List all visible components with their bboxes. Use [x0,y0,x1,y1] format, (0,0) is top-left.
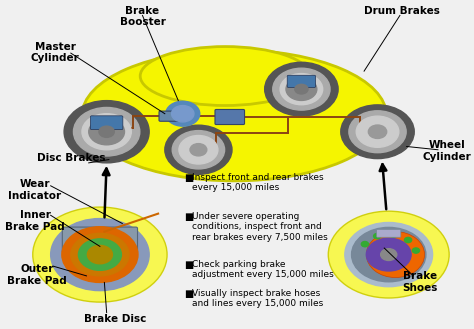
Circle shape [345,222,433,287]
Text: Drum Brakes: Drum Brakes [364,6,440,15]
Ellipse shape [33,207,167,302]
FancyBboxPatch shape [91,116,123,130]
Circle shape [62,227,138,282]
FancyBboxPatch shape [159,111,186,121]
Ellipse shape [366,232,425,278]
Text: Wheel
Cylinder: Wheel Cylinder [422,140,471,162]
Circle shape [286,78,317,100]
Circle shape [341,105,414,159]
Circle shape [273,68,330,110]
Text: Disc Brakes: Disc Brakes [36,153,105,163]
Text: ■: ■ [183,289,193,299]
Circle shape [172,131,225,169]
Circle shape [352,227,426,282]
Text: Master
Cylinder: Master Cylinder [31,42,80,63]
Circle shape [64,101,149,163]
FancyBboxPatch shape [62,227,137,253]
Circle shape [73,108,140,156]
Circle shape [368,125,387,139]
Circle shape [78,239,121,270]
Circle shape [82,114,131,150]
Circle shape [404,238,411,243]
Text: Inspect front and rear brakes
every 15,000 miles: Inspect front and rear brakes every 15,0… [191,173,323,192]
Text: Outer
Brake Pad: Outer Brake Pad [8,265,67,286]
Circle shape [190,144,207,156]
Ellipse shape [328,211,449,298]
Circle shape [361,241,368,247]
Circle shape [71,233,129,276]
Text: Brake Disc: Brake Disc [84,314,147,323]
Text: ■: ■ [183,173,193,183]
Text: Wear
Indicator: Wear Indicator [9,179,62,201]
Circle shape [295,84,308,94]
Circle shape [349,111,406,153]
Circle shape [99,126,114,137]
Text: Visually inspect brake hoses
and lines every 15,000 miles: Visually inspect brake hoses and lines e… [191,289,323,308]
Circle shape [374,234,381,239]
Circle shape [381,249,397,261]
Text: ■: ■ [183,260,193,269]
Circle shape [366,238,411,271]
Circle shape [356,116,399,147]
Circle shape [179,136,218,164]
Circle shape [390,232,397,237]
Circle shape [412,248,419,253]
Circle shape [280,74,323,105]
FancyBboxPatch shape [377,229,401,237]
FancyBboxPatch shape [215,110,245,125]
Circle shape [166,101,200,126]
Text: Check parking brake
adjustment every 15,000 miles: Check parking brake adjustment every 15,… [191,260,333,279]
Text: Brake
Shoes: Brake Shoes [402,271,438,292]
Circle shape [165,125,232,174]
Circle shape [264,62,338,116]
Circle shape [89,119,125,145]
Ellipse shape [82,50,386,181]
Circle shape [172,106,194,122]
Text: ■: ■ [183,212,193,222]
Text: Inner
Brake Pad: Inner Brake Pad [5,210,65,232]
Text: Under severe operating
conditions, inspect front and
rear brakes every 7,500 mil: Under severe operating conditions, inspe… [191,212,328,242]
Circle shape [87,245,112,264]
Circle shape [51,218,149,291]
Ellipse shape [140,47,310,106]
Text: Brake
Booster: Brake Booster [119,6,165,27]
FancyBboxPatch shape [287,75,316,88]
